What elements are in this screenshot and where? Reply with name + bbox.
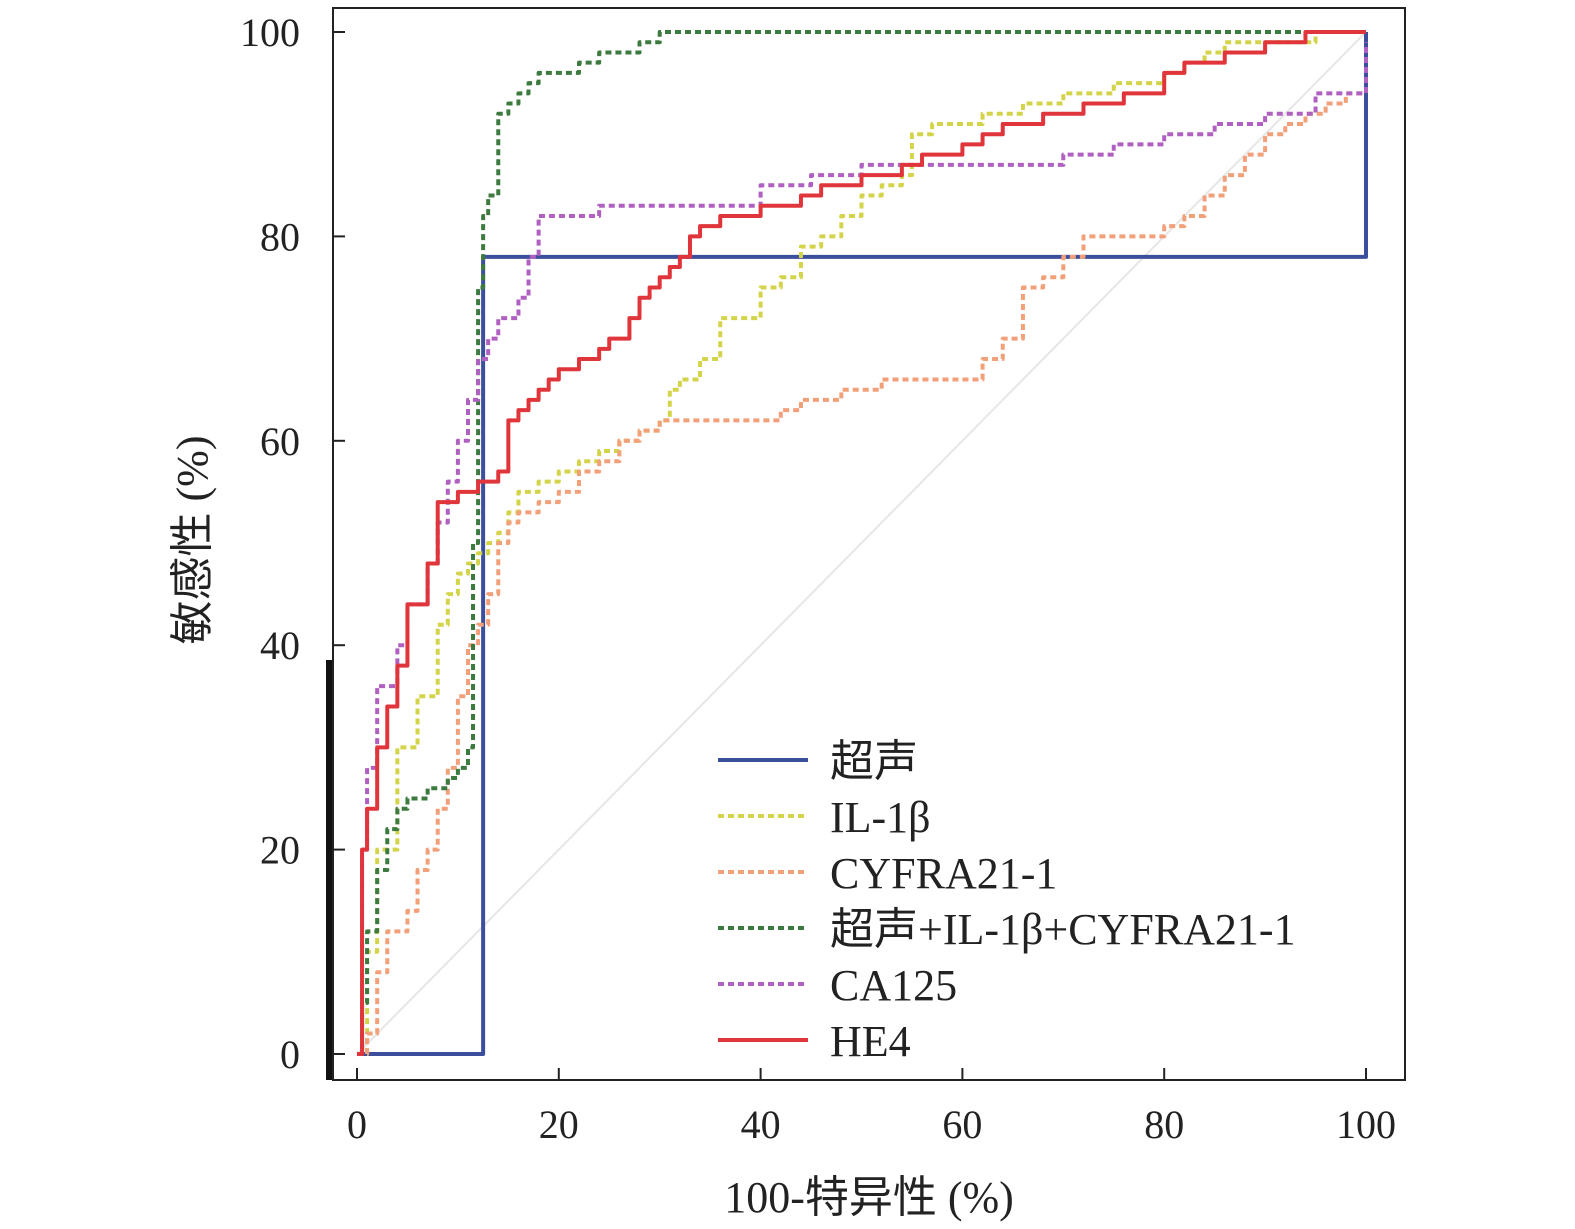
legend: 超声 IL-1β CYFRA21-1 超声+IL-1β+CYFRA21-1 CA125 H… (718, 737, 1296, 1066)
series-layer (357, 30, 1368, 1056)
series-line-5 (357, 30, 1366, 1056)
y-tick-label: 40 (260, 623, 300, 668)
left-axis-marker (326, 660, 332, 1080)
x-axis: 0 20 40 60 80 100 (347, 1068, 1396, 1147)
reference-diagonal-layer (356, 31, 1367, 1055)
x-axis-title: 100-特异性 (%) (724, 1173, 1014, 1222)
legend-label: 超声 (830, 737, 918, 786)
legend-label: HE4 (830, 1017, 911, 1066)
x-tick-label: 100 (1336, 1102, 1396, 1147)
legend-label: 超声+IL-1β+CYFRA21-1 (830, 905, 1296, 954)
y-axis-title: 敏感性 (%) (168, 436, 217, 645)
x-tick-label: 80 (1144, 1102, 1184, 1147)
legend-label: IL-1β (830, 793, 931, 842)
y-tick-label: 20 (260, 828, 300, 873)
y-tick-label: 80 (260, 214, 300, 259)
x-tick-label: 60 (942, 1102, 982, 1147)
series-line-2 (357, 62, 1368, 1056)
x-tick-label: 40 (741, 1102, 781, 1147)
legend-label: CYFRA21-1 (830, 849, 1057, 898)
x-tick-label: 20 (539, 1102, 579, 1147)
y-axis: 0 20 40 60 80 100 (240, 10, 345, 1077)
x-tick-label: 0 (347, 1102, 367, 1147)
legend-label: CA125 (830, 961, 957, 1010)
series-line-3 (357, 30, 1366, 1056)
y-tick-label: 0 (280, 1032, 300, 1077)
y-tick-label: 60 (260, 419, 300, 464)
reference-diagonal (356, 31, 1367, 1055)
series-line-1 (357, 30, 1366, 1056)
y-tick-label: 100 (240, 10, 300, 55)
plot-frame (332, 7, 1406, 1081)
